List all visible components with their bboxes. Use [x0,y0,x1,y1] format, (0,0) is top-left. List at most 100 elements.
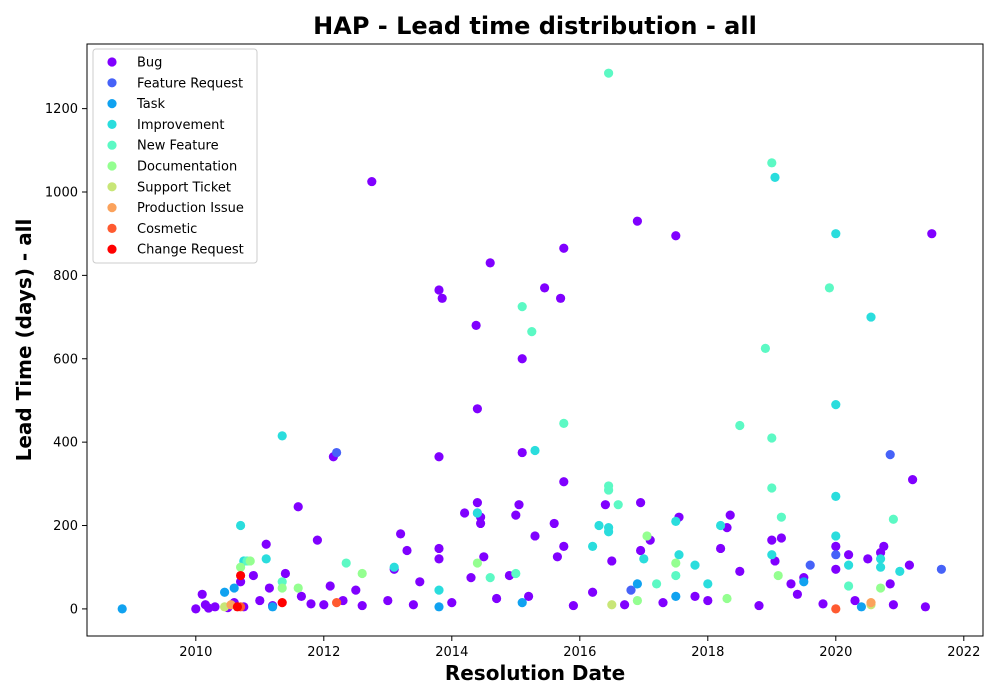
legend-label: Cosmetic [137,222,197,237]
data-point [760,343,771,353]
series-documentation [236,531,886,606]
data-point [831,564,841,574]
data-point [277,583,287,593]
data-point [856,602,867,612]
data-point [293,583,303,593]
legend-label: Change Request [137,243,244,258]
legend-marker [107,223,117,233]
data-point [277,598,287,608]
data-point [325,581,335,591]
data-point [831,550,841,560]
legend-marker [107,57,117,67]
legend: Bug Feature Request Task Improvement New Fea… [92,48,258,264]
data-point [472,508,482,518]
data-point [607,600,617,610]
data-point [434,602,444,612]
legend-label: Production Issue [137,201,244,216]
legend-marker [107,78,117,88]
data-point [559,477,569,487]
data-point [434,285,444,295]
data-point [604,527,614,537]
data-point [351,585,361,595]
data-point [652,579,662,589]
data-point [850,595,860,606]
data-point [460,508,470,518]
data-point [485,258,495,268]
y-tick-label: 0 [70,602,78,617]
data-point [805,560,815,570]
data-point [357,568,367,579]
data-point [197,589,207,599]
data-point [671,591,681,601]
data-point [876,562,886,572]
legend-marker [107,140,117,150]
data-point [559,541,569,551]
x-tick-label: 2010 [179,645,212,660]
data-point [600,500,611,510]
data-point [383,595,393,606]
data-point [402,545,412,556]
data-point [735,420,745,431]
y-tick-label: 800 [53,269,78,284]
series-change-request [232,570,287,612]
legend-marker [107,99,117,109]
data-point [332,447,342,458]
data-point [722,593,732,604]
data-point [876,583,886,593]
data-point [690,591,700,601]
data-point [626,585,636,595]
data-point [220,587,230,597]
data-point [844,581,854,591]
data-point [792,589,803,599]
data-point [799,577,809,587]
data-point [261,554,271,564]
data-point [466,573,476,583]
data-point [767,483,777,493]
data-point [770,172,780,183]
x-tick-label: 2012 [307,645,340,660]
data-point [117,604,127,614]
data-point [517,598,527,608]
data-point [642,531,652,541]
data-point [434,543,444,554]
data-point [471,320,481,331]
data-point [559,418,569,428]
data-point [415,577,425,587]
data-point [658,598,668,608]
data-point [632,216,643,226]
legend-label: Task [136,97,166,112]
series-support-ticket [220,600,876,612]
x-tick-label: 2018 [691,645,724,660]
data-point [568,600,579,611]
legend-marker [107,182,117,192]
data-point [434,554,444,564]
data-point [232,602,242,612]
data-point [229,583,239,593]
y-axis-ticks: 0 200 400 600 800 1000 1200 [45,102,87,617]
data-point [607,556,617,566]
data-point [530,445,540,456]
data-point [716,520,726,531]
y-tick-label: 600 [53,352,78,367]
data-point [904,560,915,570]
data-point [885,579,895,589]
data-point [831,541,841,551]
data-point [927,229,937,239]
x-tick-label: 2014 [435,645,468,660]
data-point [341,558,351,568]
x-tick-label: 2016 [563,645,596,660]
data-point [559,243,569,253]
data-point [306,599,316,609]
data-point [767,550,777,560]
data-point [776,533,787,543]
legend-label: Improvement [137,118,224,133]
data-point [511,568,521,579]
data-point [831,400,841,410]
data-point [319,600,329,610]
data-point [936,564,947,574]
data-point [511,510,521,520]
data-point [248,570,258,581]
data-point [831,531,841,541]
data-point [476,518,486,529]
